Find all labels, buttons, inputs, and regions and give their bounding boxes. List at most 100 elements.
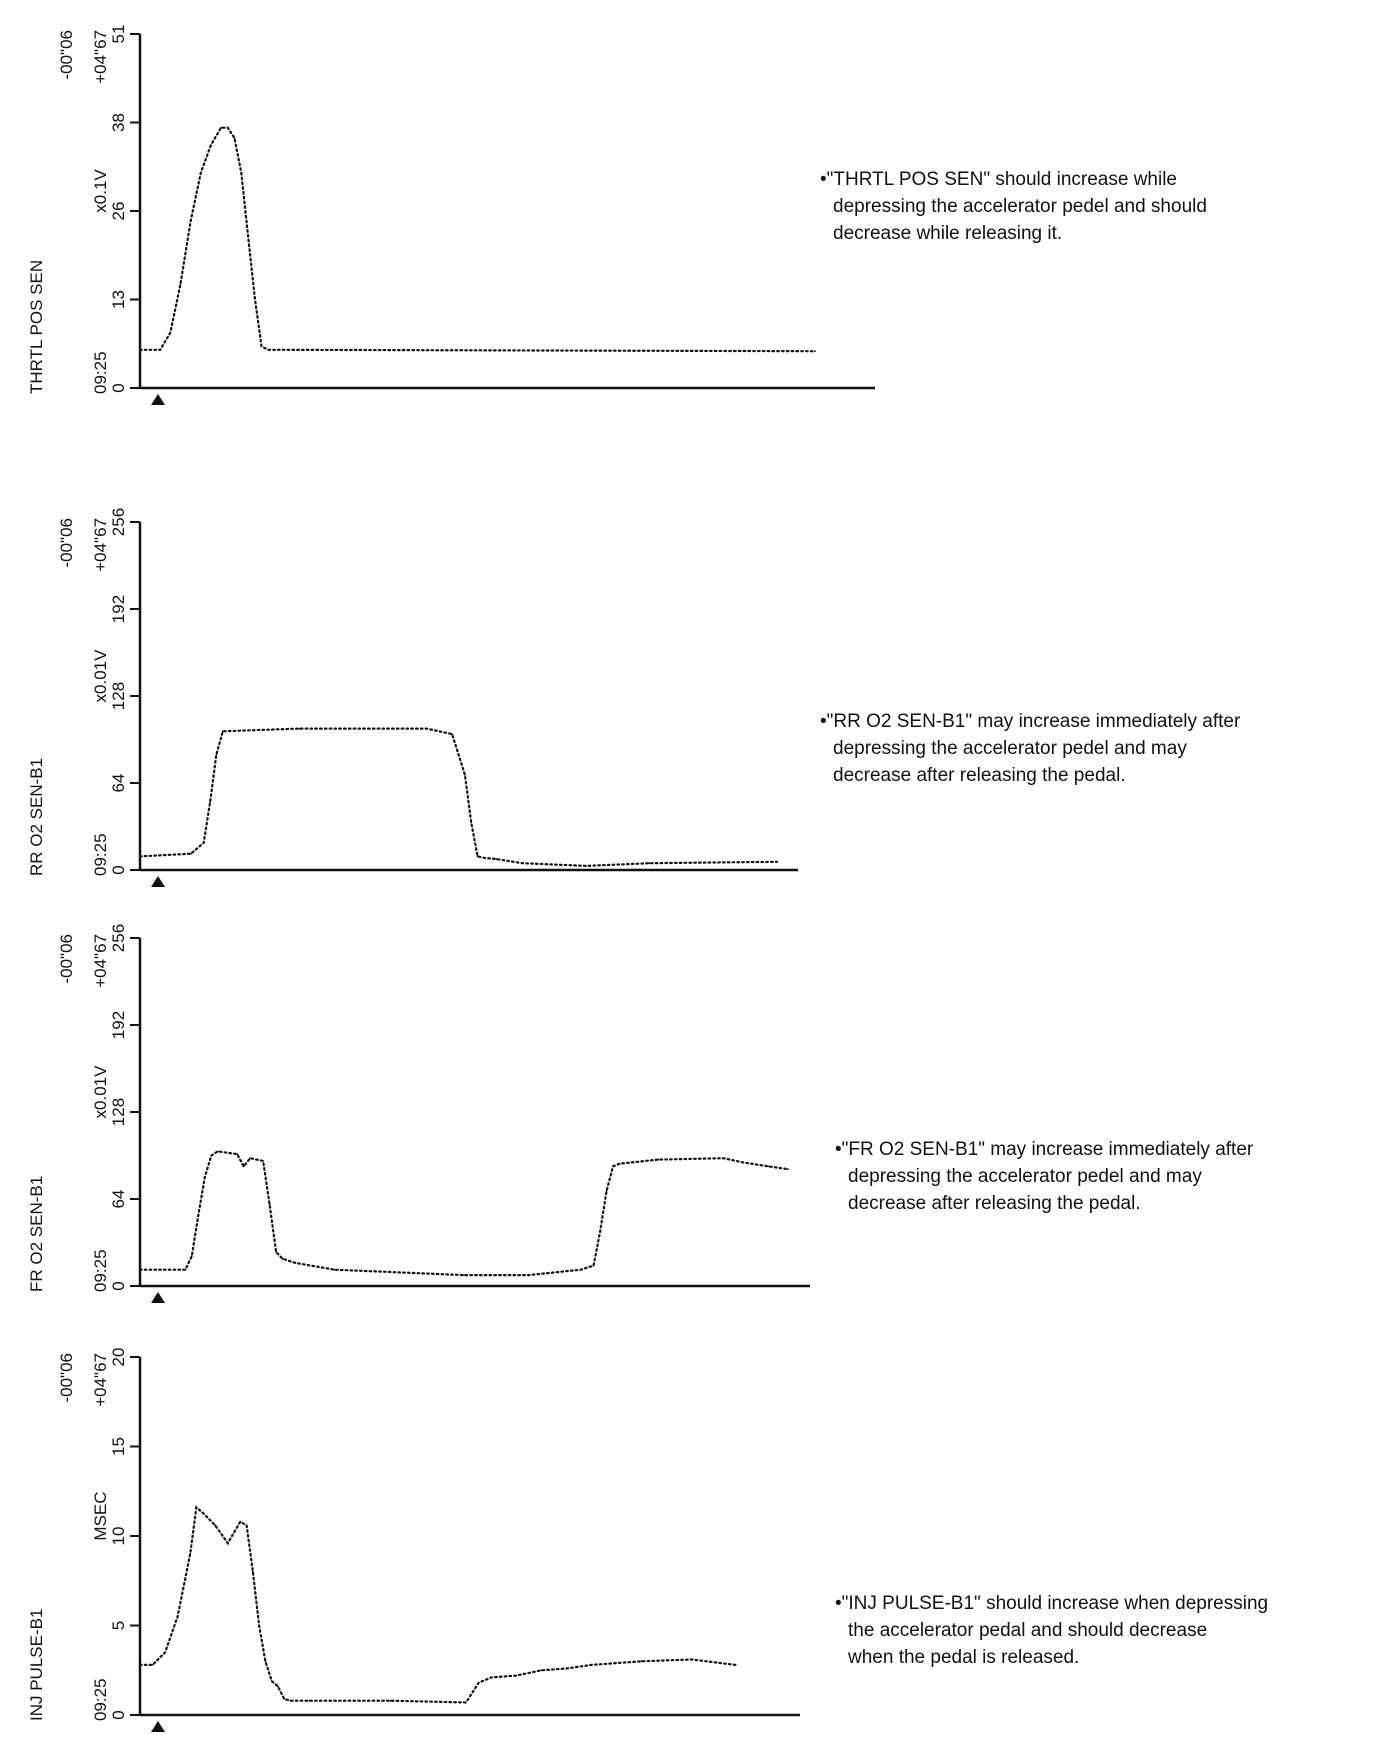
data-point <box>648 862 651 865</box>
data-point <box>197 1214 200 1217</box>
chart-panel-throttle: 0 13 26 38 51 -00"06 +04"67 x0.1V 09:25 THRTL POS… <box>0 0 1392 435</box>
y-tick-label: 64 <box>109 774 128 793</box>
data-point <box>226 1542 229 1545</box>
y-tick-label: 256 <box>109 508 128 536</box>
data-point <box>289 1699 292 1702</box>
trigger-marker-icon <box>151 876 165 887</box>
note-line: the accelerator pedal and should decreas… <box>848 1620 1208 1641</box>
y-tick-label: 0 <box>109 1281 128 1290</box>
y-tick-label: 192 <box>109 595 128 623</box>
series-line <box>138 1505 737 1704</box>
data-point <box>216 1150 219 1153</box>
unit-label: MSEC <box>91 1491 110 1540</box>
data-point <box>151 1664 154 1666</box>
data-point <box>540 1669 543 1672</box>
note-line: •"RR O2 SEN-B1" may increase immediately… <box>820 711 1241 732</box>
data-point <box>210 1154 213 1157</box>
data-point <box>139 1268 141 1271</box>
data-point <box>179 283 182 285</box>
data-point <box>590 1664 593 1666</box>
range-end-label: +04"67 <box>91 518 110 572</box>
chart-note-fr-o2: •"FR O2 SEN-B1" may increase immediately… <box>835 1136 1253 1217</box>
data-point <box>159 348 162 351</box>
chart-svg-throttle: 0 13 26 38 51 -00"06 +04"67 x0.1V 09:25 THRTL POS… <box>27 25 875 405</box>
data-point <box>215 753 218 756</box>
y-tick-label: 5 <box>109 1621 128 1630</box>
note-line: •"FR O2 SEN-B1" may increase immediately… <box>835 1139 1254 1160</box>
note-line: •"THRTL POS SEN" should increase while <box>820 169 1178 190</box>
time-label: 09:25 <box>91 351 110 394</box>
chart-panel-fr-o2: 0 64 128 192 256 -00"06 +04"67 x0.01V 09:25 FR O2… <box>0 900 1392 1305</box>
chart-note-throttle: •"THRTL POS SEN" should increase while d… <box>820 166 1207 247</box>
data-point <box>189 1553 192 1555</box>
data-point <box>398 1271 401 1274</box>
note-line: depressing the accelerator pedel and may <box>833 738 1187 759</box>
data-point <box>190 1255 193 1257</box>
data-point <box>515 1674 518 1677</box>
y-tick-label: 26 <box>109 202 128 221</box>
data-point <box>249 1157 252 1160</box>
note-line: •"INJ PULSE-B1" should increase when dep… <box>835 1593 1269 1614</box>
y-tick-label: 13 <box>109 290 128 309</box>
data-point <box>585 865 587 867</box>
data-point <box>201 1511 204 1514</box>
data-point <box>640 1660 643 1663</box>
y-axis-title: FR O2 SEN-B1 <box>27 1176 46 1292</box>
data-point <box>202 841 205 844</box>
data-point <box>495 858 498 860</box>
data-point <box>274 348 276 351</box>
range-start-label: -00"06 <box>57 1353 76 1403</box>
data-point <box>268 1203 271 1206</box>
data-point <box>389 1699 392 1702</box>
chart-svg-fr-o2: 0 64 128 192 256 -00"06 +04"67 x0.01V 09:25 FR O2… <box>27 924 810 1303</box>
data-point <box>252 1570 254 1573</box>
data-point <box>176 1615 179 1618</box>
data-point <box>294 1262 297 1264</box>
data-point <box>260 345 263 348</box>
data-point <box>258 1624 260 1627</box>
data-point <box>267 348 270 351</box>
range-end-label: +04"67 <box>91 30 110 84</box>
data-point <box>565 1667 568 1670</box>
series-line <box>138 727 779 868</box>
y-tick-label: 10 <box>109 1527 128 1546</box>
data-point <box>477 1681 480 1684</box>
data-point <box>463 1274 465 1276</box>
data-point <box>734 1664 737 1666</box>
chart-note-inj-pulse: •"INJ PULSE-B1" should increase when dep… <box>835 1590 1268 1671</box>
note-line: decrease after releasing the pedal. <box>833 765 1126 786</box>
data-point <box>240 171 243 174</box>
y-tick-label: 192 <box>109 1011 128 1039</box>
y-axis-title: THRTL POS SEN <box>27 260 46 394</box>
data-point <box>425 727 428 730</box>
data-point <box>226 126 229 129</box>
data-point <box>451 733 453 735</box>
y-tick-label: 0 <box>109 383 128 392</box>
data-point <box>527 1274 530 1276</box>
data-point <box>195 1506 198 1509</box>
data-point <box>239 1520 242 1523</box>
y-tick-label: 128 <box>109 682 128 710</box>
y-axis-title: INJ PULSE-B1 <box>27 1609 46 1721</box>
data-point <box>308 1699 311 1702</box>
data-point <box>190 852 192 855</box>
unit-label: x0.01V <box>91 649 110 703</box>
data-point <box>245 1524 248 1527</box>
y-tick-label: 20 <box>109 1348 128 1367</box>
data-point <box>275 1251 277 1253</box>
data-point <box>814 350 816 353</box>
data-point <box>139 1664 141 1666</box>
data-point <box>298 727 301 730</box>
data-point <box>612 1165 614 1168</box>
range-end-label: +04"67 <box>91 1353 110 1407</box>
chart-note-rr-o2: •"RR O2 SEN-B1" may increase immediately… <box>820 708 1240 789</box>
data-point <box>221 730 224 733</box>
data-point <box>270 1680 273 1682</box>
data-point <box>476 855 479 858</box>
data-point <box>169 331 172 334</box>
y-tick-label: 38 <box>109 113 128 132</box>
trigger-marker-icon <box>151 1721 165 1732</box>
data-point <box>253 296 256 299</box>
range-start-label: -00"06 <box>57 934 76 984</box>
data-point <box>242 1165 245 1168</box>
